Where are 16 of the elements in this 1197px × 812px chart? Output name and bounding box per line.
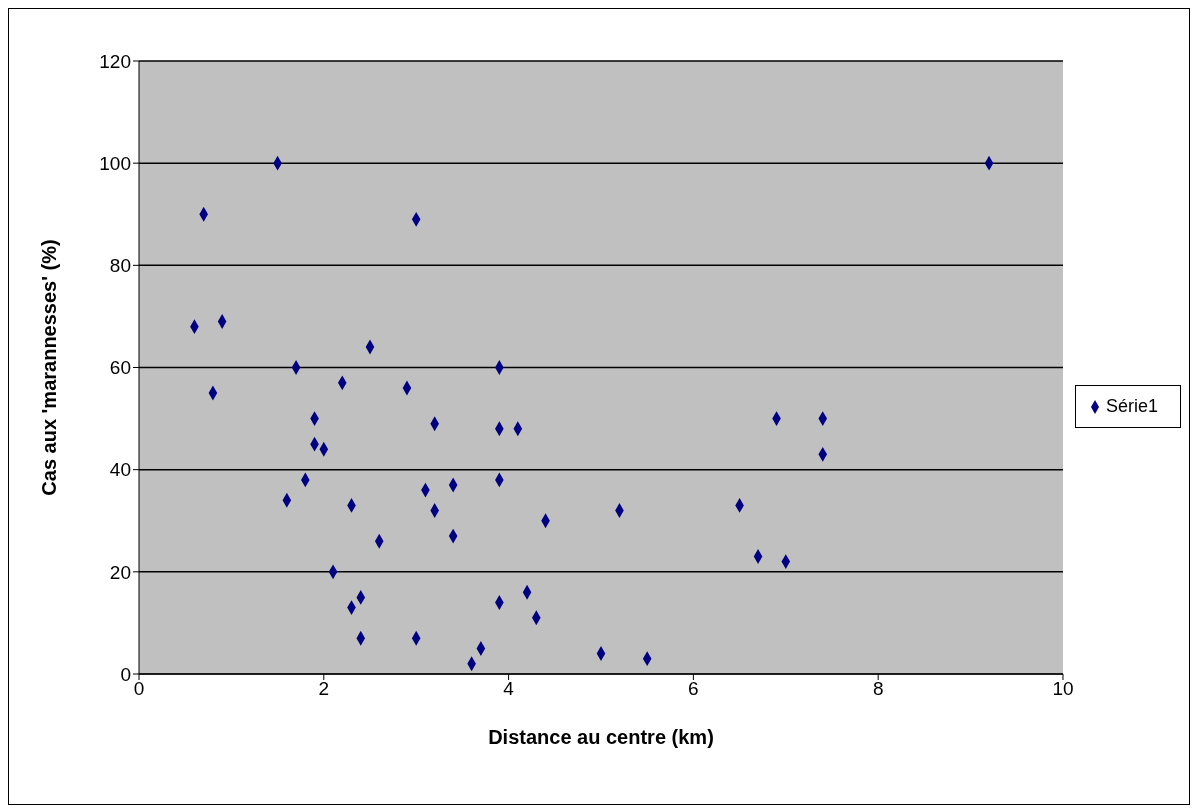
y-tick-label: 80 [109,255,131,277]
x-tick-label: 4 [503,678,515,700]
legend-label: Série1 [1105,396,1158,416]
y-tick-label: 60 [109,357,131,379]
y-tick-label: 100 [99,152,131,174]
y-tick-label: 20 [109,561,131,583]
y-tick-label: 40 [109,459,131,481]
x-axis-title: Distance au centre (km) [488,726,714,748]
x-tick-label: 10 [1052,678,1074,700]
x-tick-label: 2 [318,678,330,700]
x-tick-label: 0 [133,678,145,700]
y-tick-label: 120 [99,50,131,72]
y-tick-label: 0 [120,663,131,685]
y-axis-title: Cas aux 'marannesses' (%) [38,239,61,496]
x-tick-label: 8 [872,678,884,700]
x-tick-label: 6 [688,678,699,700]
